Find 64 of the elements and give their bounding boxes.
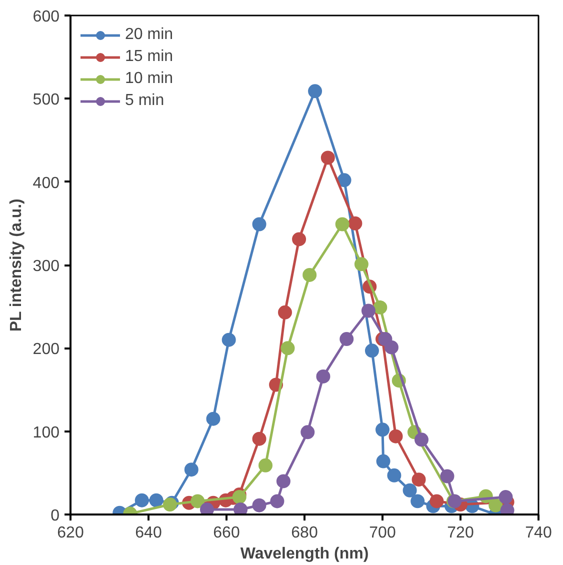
- point: [340, 332, 354, 346]
- y-tick-label: 200: [32, 341, 60, 358]
- x-tick-label: 700: [369, 524, 396, 542]
- point: [302, 268, 317, 282]
- point: [222, 332, 236, 347]
- point: [337, 173, 352, 188]
- point: [190, 494, 205, 508]
- point: [134, 493, 149, 508]
- point: [149, 493, 164, 508]
- point: [373, 300, 388, 314]
- x-tick-label: 640: [135, 524, 162, 542]
- point: [316, 369, 330, 384]
- point: [320, 150, 335, 165]
- x-tick-label: 620: [57, 524, 84, 542]
- point: [361, 304, 376, 318]
- x-tick-label: 660: [213, 524, 240, 542]
- y-tick-label: 500: [32, 92, 60, 109]
- y-tick-label: 100: [32, 424, 60, 442]
- point: [234, 502, 248, 514]
- point: [412, 472, 426, 487]
- point: [440, 469, 454, 484]
- point: [252, 498, 266, 512]
- y-tick-label: 400: [32, 174, 60, 192]
- y-tick-label: 300: [32, 258, 60, 275]
- point: [388, 429, 403, 444]
- point: [376, 454, 390, 468]
- point: [387, 468, 402, 482]
- point: [292, 232, 306, 246]
- point: [488, 498, 503, 512]
- legend-label: 15 min: [125, 48, 174, 66]
- y-tick-label: 0: [50, 508, 60, 524]
- point: [384, 340, 398, 354]
- point: [410, 494, 425, 508]
- point: [200, 502, 214, 514]
- point: [276, 474, 290, 488]
- point: [430, 494, 444, 508]
- legend-label: 20 min: [125, 26, 174, 44]
- point: [414, 432, 428, 447]
- legend-label: 10 min: [125, 70, 174, 88]
- point: [206, 412, 220, 426]
- point: [270, 494, 284, 508]
- point: [348, 216, 362, 230]
- point: [278, 305, 292, 320]
- point: [308, 84, 322, 98]
- y-axis-title: PL intensity (a.u.): [8, 198, 25, 332]
- point: [364, 344, 379, 358]
- point: [252, 432, 266, 446]
- x-tick-label: 720: [447, 524, 474, 542]
- x-tick-label: 680: [291, 524, 318, 542]
- y-tick-label: 600: [32, 8, 60, 26]
- point: [258, 458, 272, 472]
- point: [354, 257, 368, 272]
- x-tick-label: 740: [525, 524, 552, 542]
- legend-label: 5 min: [125, 92, 164, 110]
- point: [184, 462, 198, 477]
- point: [376, 422, 390, 437]
- point: [335, 217, 350, 232]
- point: [300, 425, 315, 440]
- point: [498, 490, 513, 504]
- point: [280, 341, 295, 356]
- point: [402, 483, 417, 498]
- point: [252, 217, 266, 232]
- point: [232, 490, 246, 504]
- x-axis-title: Wavelength (nm): [240, 546, 369, 562]
